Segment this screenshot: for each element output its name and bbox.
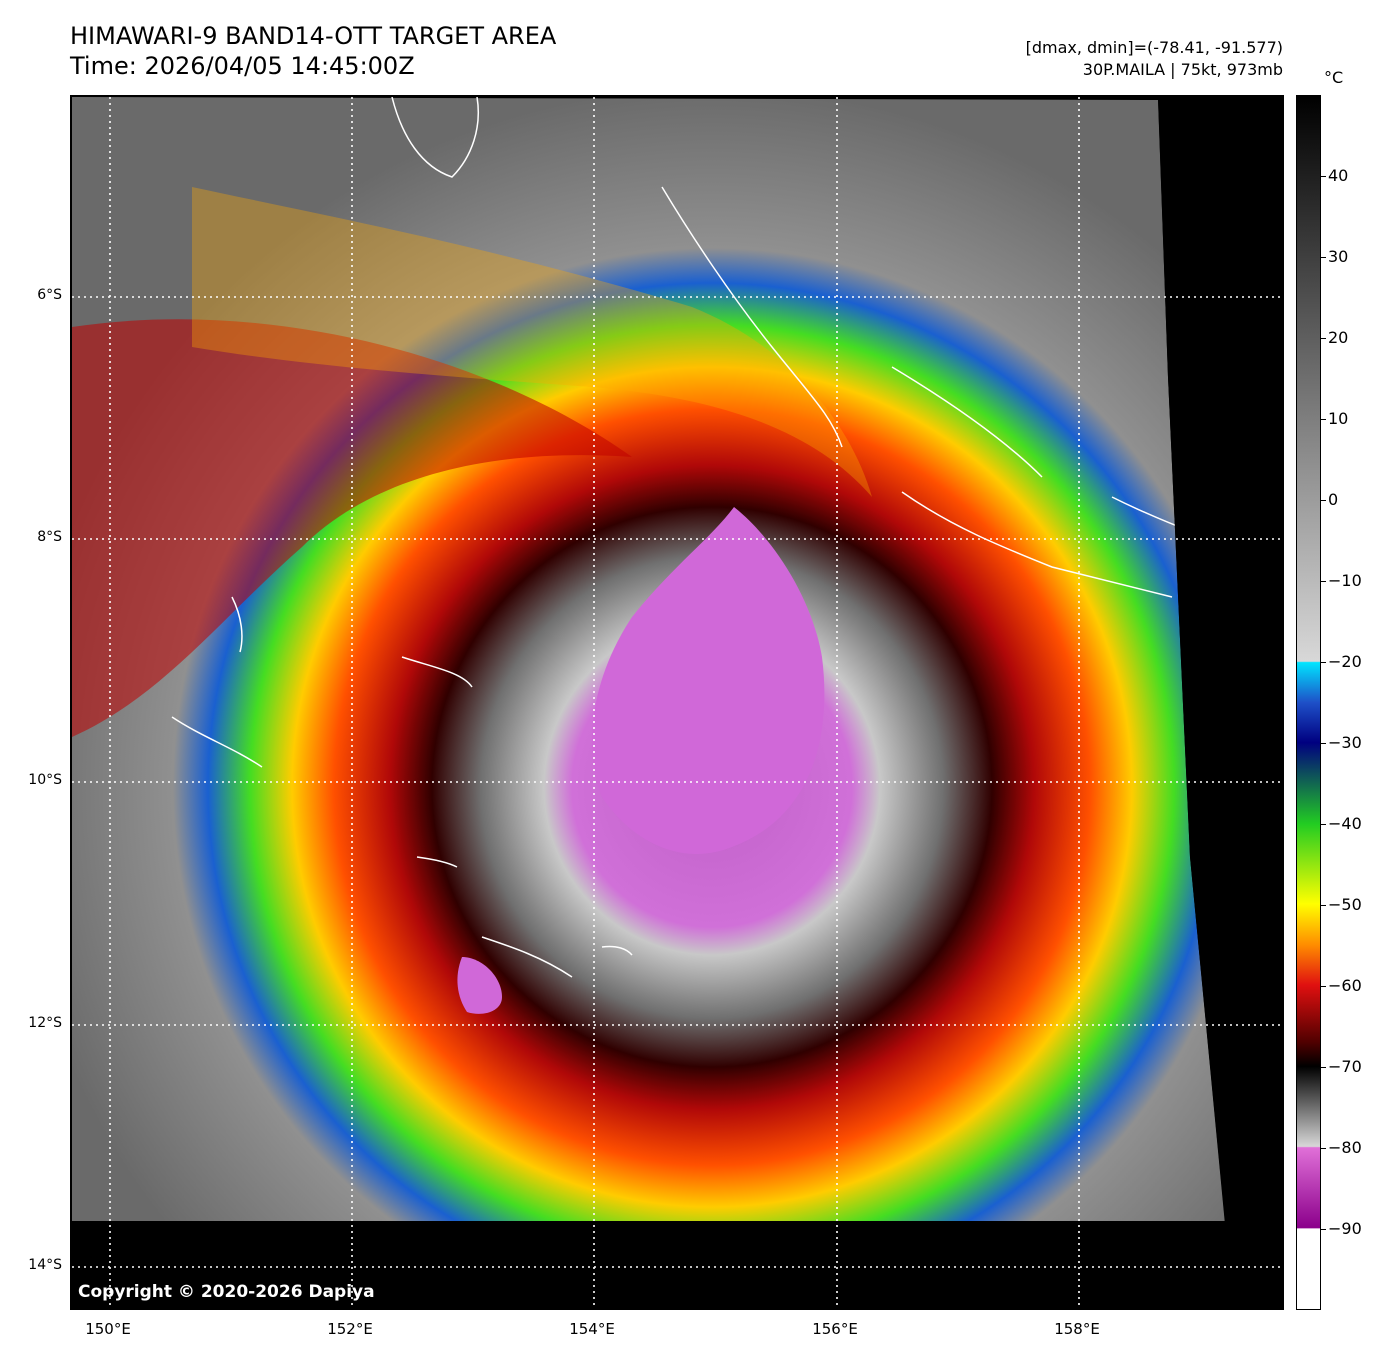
colorbar-tick-mark: [1321, 1229, 1326, 1230]
colorbar-tick-mark: [1321, 986, 1326, 987]
colorbar-tick-mark: [1321, 581, 1326, 582]
colorbar-tick-label: −80: [1328, 1138, 1362, 1157]
colorbar-tick-label: −20: [1328, 652, 1362, 671]
no-data-south: [72, 1221, 1282, 1308]
lat-lon-grid: [72, 97, 1282, 1308]
central-dense-overcast: [592, 507, 825, 854]
colorbar-tick-mark: [1321, 1148, 1326, 1149]
dmax-dmin-readout: [dmax, dmin]=(-78.41, -91.577): [1025, 38, 1283, 57]
colorbar-tick-label: −90: [1328, 1219, 1362, 1238]
colorbar-tick-mark: [1321, 743, 1326, 744]
lat-label: 6°S: [37, 287, 62, 303]
colorbar-tick-label: −30: [1328, 733, 1362, 752]
lat-label: 8°S: [37, 529, 62, 545]
colorbar-tick-label: 40: [1328, 166, 1349, 185]
spiral-band: [72, 319, 632, 737]
colorbar-tick-mark: [1321, 257, 1326, 258]
colorbar-tick-mark: [1321, 500, 1326, 501]
lon-label: 152°E: [327, 1320, 373, 1338]
image-title: HIMAWARI-9 BAND14-OTT TARGET AREA: [70, 22, 557, 50]
northern-cold-band: [192, 187, 872, 497]
colorbar-tick-mark: [1321, 662, 1326, 663]
colorbar-unit: °C: [1324, 68, 1344, 87]
no-data-east: [1158, 97, 1282, 1308]
lon-label: 154°E: [569, 1320, 615, 1338]
colorbar-tick-mark: [1321, 338, 1326, 339]
colorbar-tick-label: 30: [1328, 247, 1349, 266]
lon-label: 158°E: [1054, 1320, 1100, 1338]
satellite-map: Copyright © 2020-2026 Dapiya: [70, 95, 1284, 1310]
colorbar-tick-label: −60: [1328, 976, 1362, 995]
colorbar-gradient: [1297, 96, 1320, 1309]
lat-label: 14°S: [28, 1257, 62, 1273]
temperature-colorbar: [1296, 95, 1321, 1310]
colorbar-tick-mark: [1321, 419, 1326, 420]
colorbar-tick-mark: [1321, 905, 1326, 906]
copyright-notice: Copyright © 2020-2026 Dapiya: [78, 1282, 375, 1302]
image-timestamp: Time: 2026/04/05 14:45:00Z: [70, 52, 415, 80]
colorbar-tick-label: 10: [1328, 409, 1349, 428]
colorbar-tick-label: −40: [1328, 814, 1362, 833]
colorbar-tick-mark: [1321, 176, 1326, 177]
colorbar-tick-mark: [1321, 1067, 1326, 1068]
satellite-imagery: [72, 97, 1282, 1308]
southern-cold-spot: [457, 957, 502, 1014]
colorbar-tick-label: 0: [1328, 490, 1339, 509]
storm-info: 30P.MAILA | 75kt, 973mb: [1082, 60, 1283, 79]
lat-label: 12°S: [28, 1015, 62, 1031]
lon-label: 150°E: [85, 1320, 131, 1338]
colorbar-tick-mark: [1321, 824, 1326, 825]
colorbar-tick-label: 20: [1328, 328, 1349, 347]
lat-label: 10°S: [28, 772, 62, 788]
colorbar-tick-label: −70: [1328, 1057, 1362, 1076]
colorbar-tick-label: −10: [1328, 571, 1362, 590]
lon-label: 156°E: [812, 1320, 858, 1338]
colorbar-tick-label: −50: [1328, 895, 1362, 914]
